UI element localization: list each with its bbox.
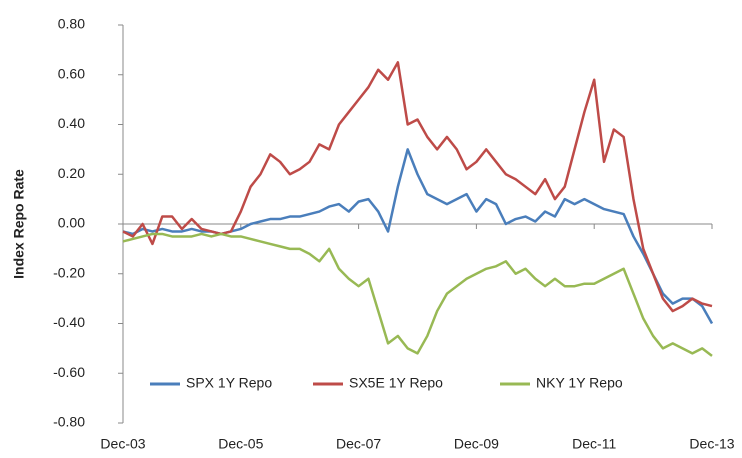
legend-label: SX5E 1Y Repo: [349, 375, 443, 391]
series-line: [122, 232, 713, 357]
series-line: [122, 61, 713, 313]
y-tick-label: 0.80: [58, 16, 85, 32]
x-tick-label: Dec-05: [218, 436, 263, 452]
legend-label: SPX 1Y Repo: [186, 375, 272, 391]
x-tick-label: Dec-07: [336, 436, 381, 452]
y-tick-label: 0.20: [58, 165, 85, 181]
x-tick-label: Dec-11: [572, 436, 616, 452]
y-tick-label: -0.40: [53, 314, 85, 330]
y-tick-label: 0.60: [58, 65, 85, 81]
x-tick-label: Dec-09: [454, 436, 499, 452]
y-tick-label: 0.40: [58, 115, 85, 131]
y-axis-title: Index Repo Rate: [11, 169, 27, 279]
x-tick-label: Dec-13: [689, 436, 734, 452]
y-tick-label: -0.20: [53, 264, 85, 280]
y-tick-label: -0.80: [53, 414, 85, 430]
legend-label: NKY 1Y Repo: [536, 375, 623, 391]
y-tick-label: -0.60: [53, 364, 85, 380]
x-tick-label: Dec-03: [100, 436, 145, 452]
y-tick-label: 0.00: [58, 215, 85, 231]
